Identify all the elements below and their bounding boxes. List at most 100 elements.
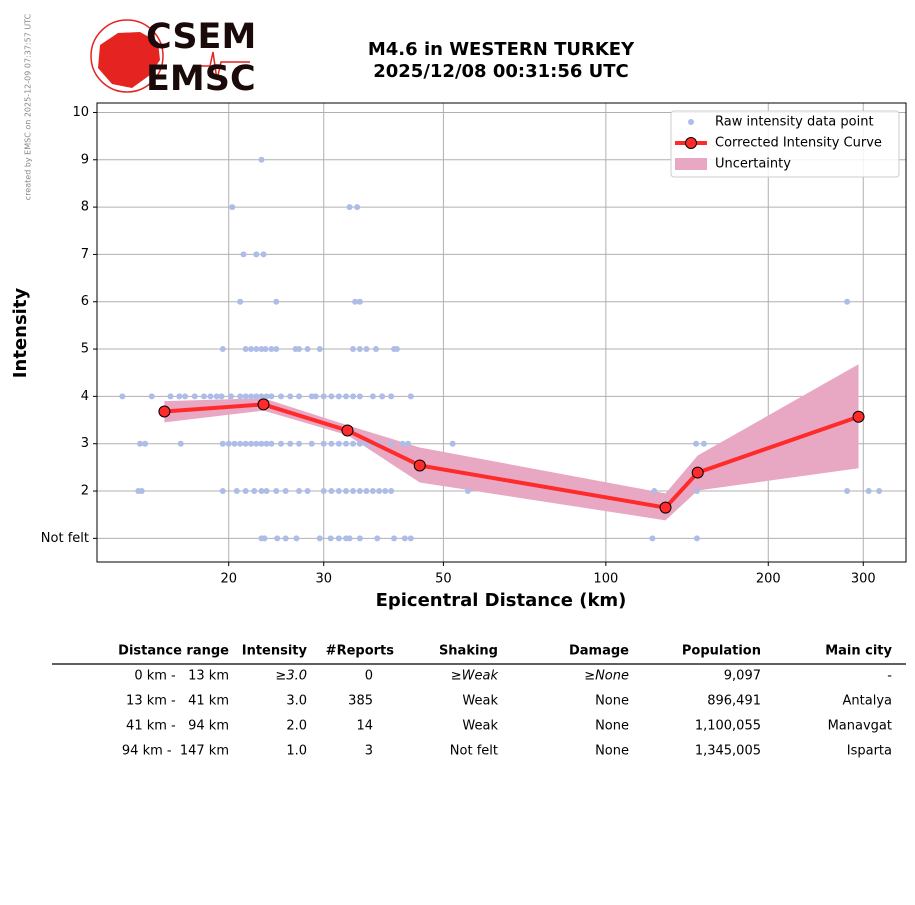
x-tick-label: 300 (851, 572, 876, 587)
data-point (382, 488, 389, 495)
data-point (258, 440, 265, 447)
data-point (335, 488, 342, 495)
table-cell: None (595, 719, 629, 734)
data-point (304, 346, 311, 353)
table-cell: 896,491 (707, 694, 761, 709)
data-point (242, 440, 249, 447)
data-point (304, 488, 311, 495)
data-point (248, 393, 255, 400)
data-point (343, 393, 350, 400)
x-tick-label: 200 (756, 572, 781, 587)
data-point (356, 346, 363, 353)
y-tick-label: 9 (81, 152, 89, 167)
data-point (296, 346, 303, 353)
data-point (251, 488, 258, 495)
legend-label: Corrected Intensity Curve (715, 136, 882, 151)
data-point (376, 488, 383, 495)
data-point (651, 488, 658, 495)
data-point (119, 393, 126, 400)
data-point (268, 393, 275, 400)
data-point (273, 298, 280, 305)
data-point (876, 488, 883, 495)
data-point (228, 393, 235, 400)
data-point (449, 440, 456, 447)
table-cell: ≥3.0 (275, 669, 307, 684)
data-point (356, 298, 363, 305)
data-point (242, 488, 249, 495)
curve-marker (852, 410, 865, 423)
data-point (253, 346, 260, 353)
data-point (356, 535, 363, 542)
data-point (261, 535, 268, 542)
table-cell: 0 km - 13 km (134, 669, 229, 684)
data-point (369, 488, 376, 495)
legend-marker (685, 137, 697, 149)
data-point (191, 393, 198, 400)
table-header: Distance range (118, 644, 229, 659)
data-point (335, 440, 342, 447)
table-cell: 3 (365, 744, 373, 759)
data-point (350, 488, 357, 495)
legend-label: Uncertainty (715, 157, 791, 172)
data-point (374, 535, 381, 542)
logo-text: EMSC (146, 59, 256, 99)
data-point (167, 393, 174, 400)
data-point (388, 393, 395, 400)
table-cell: Not felt (450, 744, 498, 759)
data-point (407, 535, 414, 542)
curve-marker (158, 405, 171, 418)
data-point (296, 488, 303, 495)
data-point (262, 346, 269, 353)
table-header: Population (682, 644, 761, 659)
logo-wave (200, 51, 250, 81)
credit: created by EMSC on 2025-12-09 07:37:57 U… (24, 13, 33, 200)
data-point (219, 488, 226, 495)
data-point (343, 488, 350, 495)
table-cell: Isparta (847, 744, 892, 759)
table-cell: None (595, 694, 629, 709)
data-point (350, 440, 357, 447)
data-point (343, 440, 350, 447)
data-point (148, 393, 155, 400)
table-cell: None (595, 744, 629, 759)
data-point (233, 488, 240, 495)
data-point (399, 440, 406, 447)
data-point (693, 440, 700, 447)
data-point (176, 393, 183, 400)
chart-title: M4.6 in WESTERN TURKEY (368, 39, 635, 60)
table-cell: 1,100,055 (695, 719, 761, 734)
data-point (231, 440, 238, 447)
y-tick-label: 8 (81, 200, 89, 215)
table-cell: 14 (356, 719, 373, 734)
data-point (273, 488, 280, 495)
table-cell: 385 (348, 694, 373, 709)
data-point (218, 393, 225, 400)
table-cell: Antalya (843, 694, 892, 709)
data-point (363, 346, 370, 353)
data-point (335, 393, 342, 400)
data-point (388, 440, 395, 447)
data-point (253, 251, 260, 258)
data-point (237, 440, 244, 447)
data-point (213, 393, 220, 400)
data-point (700, 440, 707, 447)
data-point (182, 393, 189, 400)
curve-marker (341, 424, 354, 437)
data-point (219, 440, 226, 447)
data-point (346, 535, 353, 542)
table-header: Damage (569, 644, 629, 659)
table-cell: - (887, 669, 892, 684)
y-axis-label: Intensity (10, 288, 31, 379)
data-point (258, 488, 265, 495)
y-tick-label: 3 (81, 436, 89, 451)
logo-map (98, 32, 160, 88)
data-point (201, 393, 208, 400)
y-tick-label: 4 (81, 389, 89, 404)
data-point (278, 440, 285, 447)
table-header: Shaking (439, 644, 498, 659)
data-point (328, 393, 335, 400)
table-cell: 1.0 (286, 744, 307, 759)
data-point (258, 156, 265, 163)
data-point (253, 440, 260, 447)
